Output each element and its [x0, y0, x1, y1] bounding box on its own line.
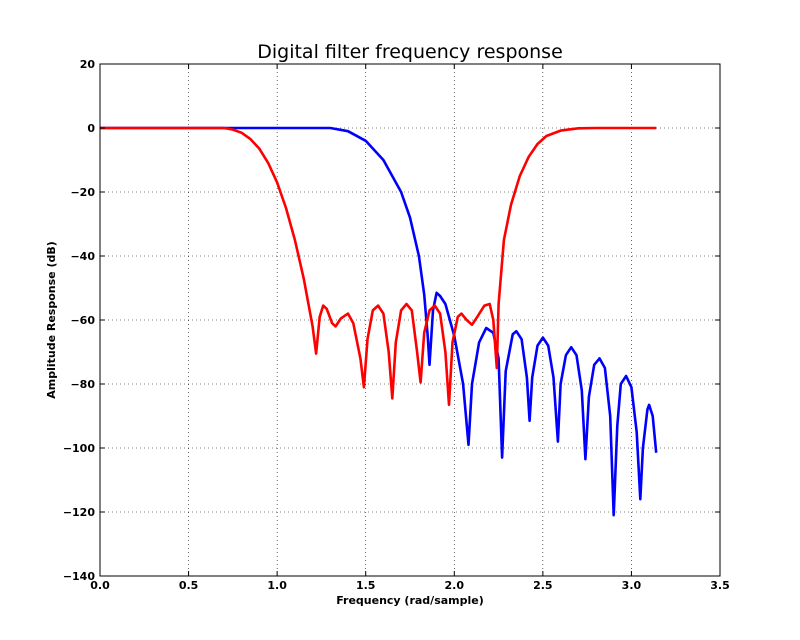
series-line-2: [100, 126, 657, 407]
series-line-1: [100, 126, 658, 517]
y-axis-label: Amplitude Response (dB): [45, 241, 58, 399]
x-axis-label: Frequency (rad/sample): [336, 594, 484, 607]
y-tick-label: −80: [70, 378, 95, 391]
chart-title: Digital filter frequency response: [257, 41, 563, 63]
axis-ticks: [99, 63, 721, 577]
y-tick-label: −40: [70, 250, 95, 263]
y-tick-label: −20: [70, 186, 95, 199]
x-tick-label: 2.5: [533, 579, 553, 592]
x-tick-label: 3.5: [710, 579, 730, 592]
y-tick-label: −60: [70, 314, 95, 327]
y-tick-label: 20: [80, 58, 96, 71]
x-tick-label: 1.5: [356, 579, 376, 592]
x-tick-label: 0.0: [90, 579, 110, 592]
y-tick-label: −140: [63, 570, 96, 583]
y-tick-label: −100: [63, 442, 96, 455]
x-tick-labels: 0.0 0.5 1.0 1.5 2.0 2.5 3.0 3.5: [90, 579, 730, 592]
grid-lines: [100, 64, 720, 576]
y-tick-label: −120: [63, 506, 96, 519]
y-tick-label: 0: [87, 122, 95, 135]
x-tick-label: 3.0: [622, 579, 642, 592]
x-tick-label: 2.0: [445, 579, 465, 592]
x-tick-label: 0.5: [179, 579, 199, 592]
series-layer: [100, 126, 658, 517]
y-tick-labels: 20 0 −20 −40 −60 −80 −100 −120 −140: [63, 58, 96, 583]
x-tick-label: 1.0: [267, 579, 287, 592]
